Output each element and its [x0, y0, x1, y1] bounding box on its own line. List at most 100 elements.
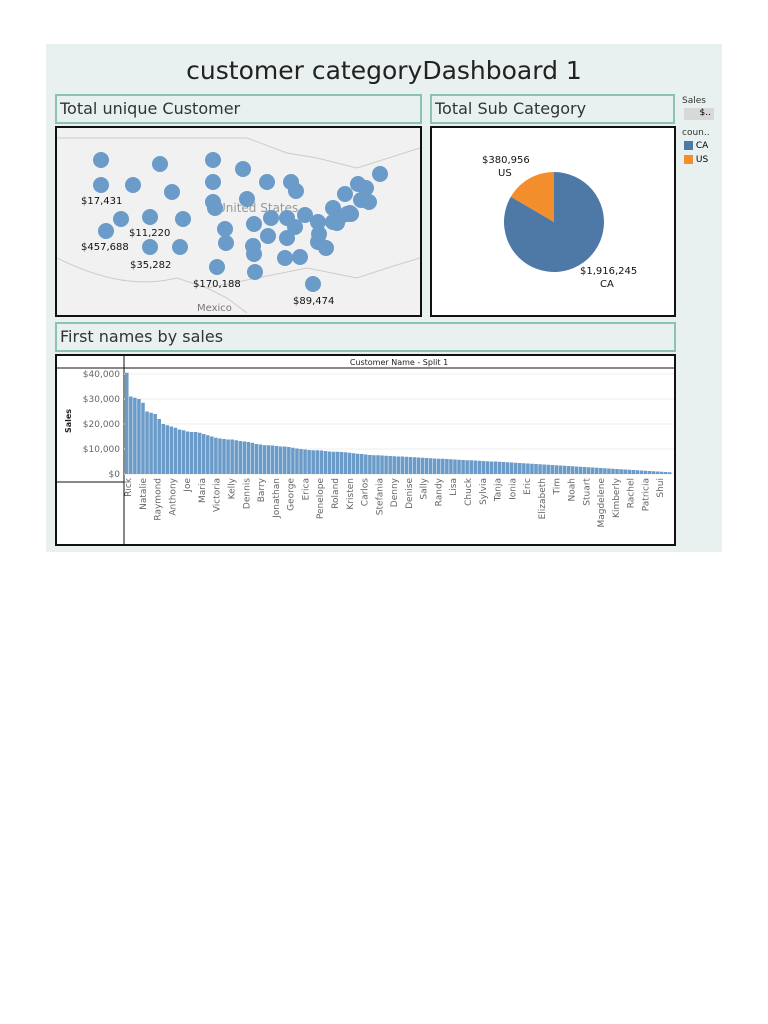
bar[interactable] [416, 457, 421, 475]
bar[interactable] [254, 444, 259, 474]
bar[interactable] [266, 445, 271, 474]
bar[interactable] [570, 466, 575, 474]
state-dot[interactable] [205, 174, 221, 190]
bar[interactable] [368, 455, 372, 474]
bar[interactable] [355, 453, 360, 474]
bar[interactable] [623, 469, 627, 475]
bar[interactable] [360, 454, 364, 474]
bar[interactable] [307, 450, 311, 474]
state-dot[interactable] [310, 214, 326, 230]
state-dot[interactable] [372, 166, 388, 182]
bar[interactable] [497, 461, 502, 474]
state-dot[interactable] [353, 192, 369, 208]
bar[interactable] [319, 450, 324, 475]
bar[interactable] [420, 457, 425, 474]
bar[interactable] [558, 465, 563, 475]
bar[interactable] [291, 447, 295, 474]
bar[interactable] [501, 462, 506, 474]
state-dot[interactable] [337, 186, 353, 202]
bar[interactable] [327, 451, 332, 475]
state-dot[interactable] [239, 191, 255, 207]
state-dot[interactable] [247, 264, 263, 280]
bar[interactable] [562, 465, 567, 474]
state-dot[interactable] [318, 240, 334, 256]
pie-chart[interactable]: $1,916,245 CA $380,956 US [432, 128, 674, 315]
bar[interactable] [432, 458, 437, 475]
sales-filter[interactable]: $.. [684, 108, 714, 120]
bar[interactable] [457, 459, 461, 474]
bar[interactable] [574, 466, 579, 475]
state-dot[interactable] [288, 183, 304, 199]
bar[interactable] [461, 460, 465, 474]
state-dot[interactable] [205, 152, 221, 168]
bar[interactable] [453, 459, 457, 475]
state-dot[interactable] [209, 259, 225, 275]
state-dot[interactable] [172, 239, 188, 255]
bar[interactable] [449, 459, 453, 474]
state-dot[interactable] [93, 177, 109, 193]
state-dot[interactable] [175, 211, 191, 227]
state-dot[interactable] [98, 223, 114, 239]
bar[interactable] [335, 451, 340, 474]
state-dot[interactable] [142, 209, 158, 225]
bar[interactable] [404, 456, 409, 474]
bar[interactable] [465, 460, 469, 474]
state-dot[interactable] [358, 180, 374, 196]
legend-item-ca[interactable]: CA [684, 141, 708, 151]
bar[interactable] [287, 447, 291, 474]
bar[interactable] [546, 464, 550, 474]
bar-pane[interactable]: Customer Name - Split 1 $0 $10,000 $20,000 $… [55, 354, 676, 546]
bar[interactable] [550, 465, 554, 474]
bar[interactable] [206, 435, 210, 474]
bar[interactable] [603, 468, 607, 474]
bar[interactable] [635, 470, 640, 474]
legend-item-us[interactable]: US [684, 155, 708, 165]
bar[interactable] [659, 471, 664, 474]
bar[interactable] [538, 464, 542, 474]
state-dot[interactable] [125, 177, 141, 193]
bar-chart[interactable]: Customer Name - Split 1 $0 $10,000 $20,000 $… [57, 356, 674, 544]
bar[interactable] [234, 440, 238, 474]
state-dot[interactable] [329, 215, 345, 231]
bar[interactable] [315, 450, 319, 474]
state-dot[interactable] [217, 221, 233, 237]
state-dot[interactable] [152, 156, 168, 172]
bar[interactable] [177, 429, 182, 475]
bar[interactable] [522, 463, 526, 474]
bar[interactable] [351, 453, 356, 474]
bar[interactable] [384, 455, 388, 474]
bar[interactable] [412, 457, 417, 474]
bar[interactable] [509, 462, 514, 475]
bar[interactable] [445, 459, 449, 474]
bar[interactable] [647, 471, 652, 474]
state-dot[interactable] [279, 230, 295, 246]
bar[interactable] [323, 451, 328, 474]
bar[interactable] [238, 441, 243, 474]
bar[interactable] [396, 456, 401, 475]
bar[interactable] [655, 471, 660, 475]
bar[interactable] [246, 442, 251, 474]
state-dot[interactable] [246, 216, 262, 232]
state-dot[interactable] [260, 228, 276, 244]
bar[interactable] [311, 450, 315, 474]
bar[interactable] [250, 442, 255, 474]
bar[interactable] [153, 414, 157, 474]
state-dot[interactable] [93, 152, 109, 168]
bar[interactable] [380, 455, 384, 475]
bar[interactable] [518, 463, 522, 474]
bar[interactable] [226, 439, 230, 475]
bar[interactable] [347, 452, 352, 474]
bar[interactable] [145, 411, 149, 475]
bar[interactable] [607, 468, 611, 475]
bar[interactable] [611, 468, 615, 474]
bar[interactable] [185, 431, 190, 475]
bar[interactable] [299, 449, 303, 474]
pie-pane[interactable]: $1,916,245 CA $380,956 US [430, 126, 676, 317]
bar[interactable] [129, 396, 133, 475]
bar[interactable] [615, 469, 619, 474]
bar[interactable] [505, 462, 510, 474]
bar[interactable] [643, 470, 648, 474]
bar[interactable] [283, 446, 287, 475]
bar[interactable] [295, 448, 299, 475]
bar[interactable] [137, 399, 141, 474]
